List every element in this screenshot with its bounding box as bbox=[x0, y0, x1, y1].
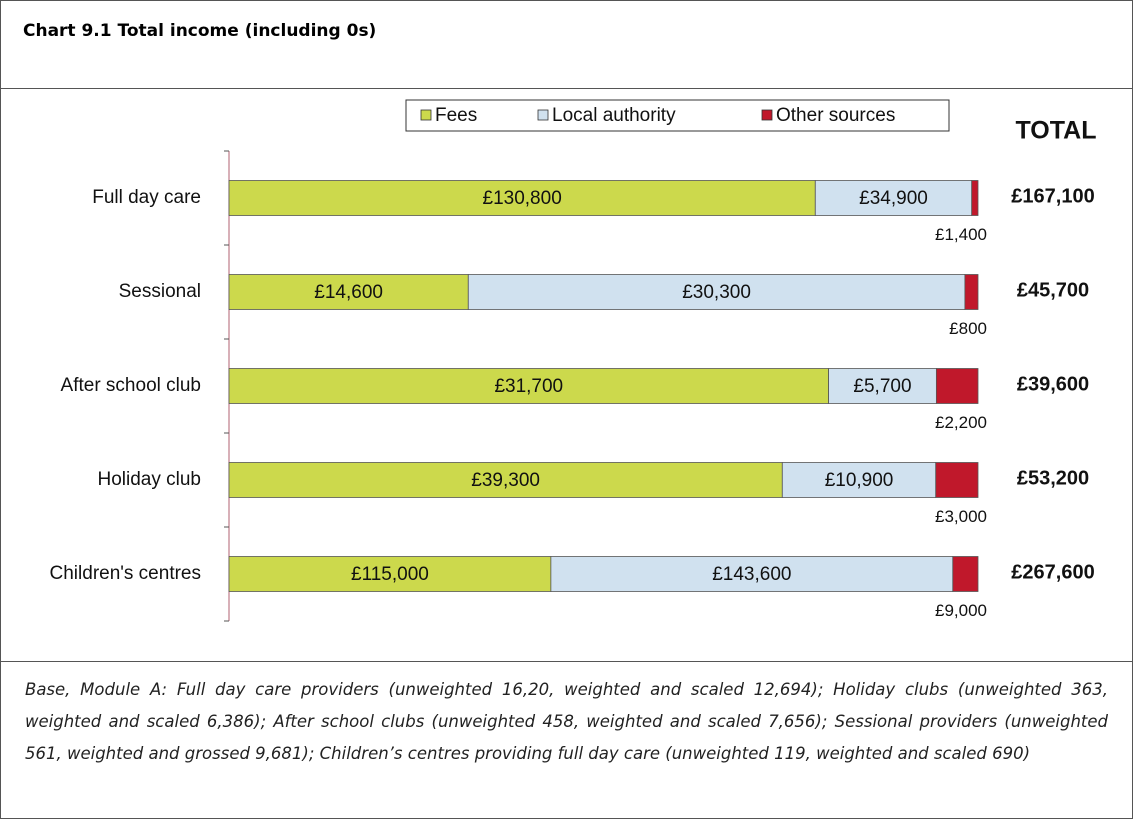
footnote: Base, Module A: Full day care providers … bbox=[1, 661, 1132, 818]
bar-segment bbox=[781, 462, 937, 498]
bar-segment bbox=[935, 462, 979, 498]
bar-segment bbox=[228, 462, 783, 498]
total-label: £167,100 bbox=[1011, 185, 1094, 207]
bar-segment bbox=[964, 274, 979, 310]
legend-label: Fees bbox=[435, 105, 477, 126]
legend-box bbox=[405, 99, 950, 132]
legend-swatch bbox=[761, 109, 773, 121]
y-tick-label: After school club bbox=[61, 375, 201, 396]
title-box: Chart 9.1 Total income (including 0s) bbox=[1, 1, 1132, 89]
y-tick-label: Holiday club bbox=[98, 469, 202, 490]
legend-label: Other sources bbox=[776, 105, 895, 126]
bar-segment bbox=[228, 274, 469, 310]
data-label: £14,600 bbox=[314, 282, 383, 303]
data-label: £800 bbox=[949, 319, 987, 338]
data-label: £1,400 bbox=[935, 225, 987, 244]
legend-swatch bbox=[420, 109, 432, 121]
chart-title: Chart 9.1 Total income (including 0s) bbox=[23, 21, 377, 41]
data-label: £10,900 bbox=[825, 470, 894, 491]
bar-segment bbox=[814, 180, 973, 216]
bar-segment bbox=[935, 368, 979, 404]
data-label: £130,800 bbox=[483, 188, 562, 209]
bar-segment bbox=[228, 180, 816, 216]
total-label: £53,200 bbox=[1017, 467, 1089, 489]
data-label: £31,700 bbox=[494, 376, 563, 397]
data-label: £115,000 bbox=[351, 564, 429, 585]
total-label: £45,700 bbox=[1017, 279, 1089, 301]
y-tick-label: Full day care bbox=[92, 187, 201, 208]
bar-segment bbox=[828, 368, 937, 404]
bar-segment bbox=[971, 180, 979, 216]
bar-segment bbox=[467, 274, 966, 310]
y-tick-label: Children's centres bbox=[50, 563, 201, 584]
data-label: £5,700 bbox=[853, 376, 911, 397]
data-label: £34,900 bbox=[859, 188, 928, 209]
bar-segment bbox=[550, 556, 954, 592]
legend-label: Local authority bbox=[552, 105, 676, 126]
bar-segment bbox=[228, 368, 829, 404]
data-label: £39,300 bbox=[471, 470, 540, 491]
chart: TOTAL Fees Local authority Other sources Fu… bbox=[50, 99, 1097, 622]
total-label: £267,600 bbox=[1011, 561, 1094, 583]
data-label: £3,000 bbox=[935, 507, 987, 526]
total-label: £39,600 bbox=[1017, 373, 1089, 395]
data-label: £30,300 bbox=[682, 282, 751, 303]
data-label: £9,000 bbox=[935, 601, 987, 620]
data-label: £143,600 bbox=[712, 564, 791, 585]
data-label: £2,200 bbox=[935, 413, 987, 432]
bar-segment bbox=[228, 556, 552, 592]
bar-segment bbox=[952, 556, 979, 592]
totals-header: TOTAL bbox=[1015, 117, 1096, 145]
legend-swatch bbox=[537, 109, 549, 121]
y-tick-label: Sessional bbox=[119, 281, 201, 302]
